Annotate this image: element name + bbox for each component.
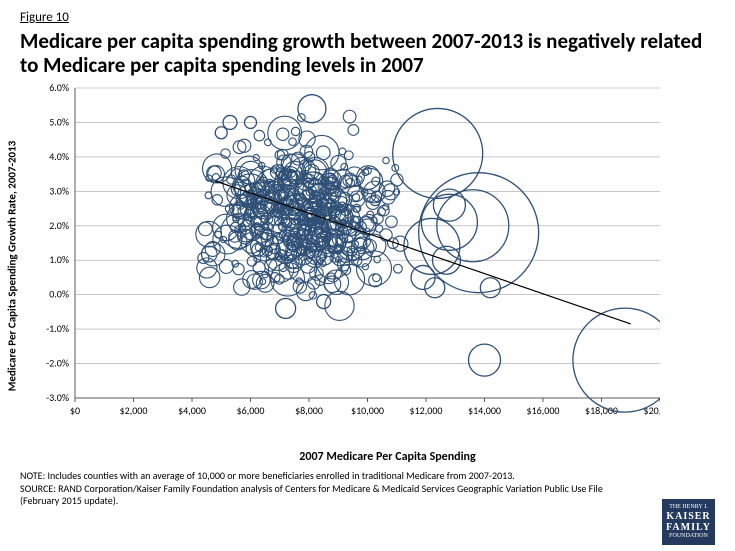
kff-logo: THE HENRY J. KAISER FAMILY FOUNDATION <box>662 499 715 545</box>
svg-text:-1.0%: -1.0% <box>46 322 69 335</box>
svg-text:2.0%: 2.0% <box>49 219 69 232</box>
note-text: NOTE: Includes counties with an average … <box>20 470 615 483</box>
figure-label: Figure 10 <box>20 10 715 25</box>
y-axis-label: Medicare Per Capita Spending Growth Rate… <box>6 141 19 392</box>
chart-area: Medicare Per Capita Spending Growth Rate… <box>20 83 715 448</box>
logo-line1: THE HENRY J. <box>669 504 708 511</box>
logo-line3: FAMILY <box>666 522 711 533</box>
svg-text:6.0%: 6.0% <box>49 83 69 94</box>
chart-title: Medicare per capita spending growth betw… <box>20 29 715 77</box>
svg-text:$12,000: $12,000 <box>410 404 443 417</box>
scatter-plot: -3.0% -2.0% -1.0% 0.0% 1.0% 2.0% 3.0% 4.0% 5.0% 6… <box>20 83 660 423</box>
svg-text:$6,000: $6,000 <box>237 404 265 417</box>
svg-text:0.0%: 0.0% <box>49 288 69 301</box>
svg-text:-2.0%: -2.0% <box>46 357 69 370</box>
svg-text:1.0%: 1.0% <box>49 254 69 267</box>
svg-text:$16,000: $16,000 <box>527 404 560 417</box>
footnotes: NOTE: Includes counties with an average … <box>20 470 615 508</box>
svg-text:$8,000: $8,000 <box>295 404 323 417</box>
svg-text:$4,000: $4,000 <box>178 404 206 417</box>
logo-line4: FOUNDATION <box>669 533 708 540</box>
svg-text:$0: $0 <box>70 404 80 417</box>
svg-text:3.0%: 3.0% <box>49 185 69 198</box>
svg-text:$20,000: $20,000 <box>644 404 660 417</box>
x-axis-label: 2007 Medicare Per Capita Spending <box>60 450 715 464</box>
logo-line2: KAISER <box>666 511 710 522</box>
svg-text:4.0%: 4.0% <box>49 150 69 163</box>
svg-text:$2,000: $2,000 <box>120 404 148 417</box>
svg-text:5.0%: 5.0% <box>49 116 69 129</box>
svg-text:$10,000: $10,000 <box>351 404 384 417</box>
svg-text:$14,000: $14,000 <box>468 404 501 417</box>
svg-text:-3.0%: -3.0% <box>46 391 69 404</box>
source-text: SOURCE: RAND Corporation/Kaiser Family F… <box>20 483 615 508</box>
